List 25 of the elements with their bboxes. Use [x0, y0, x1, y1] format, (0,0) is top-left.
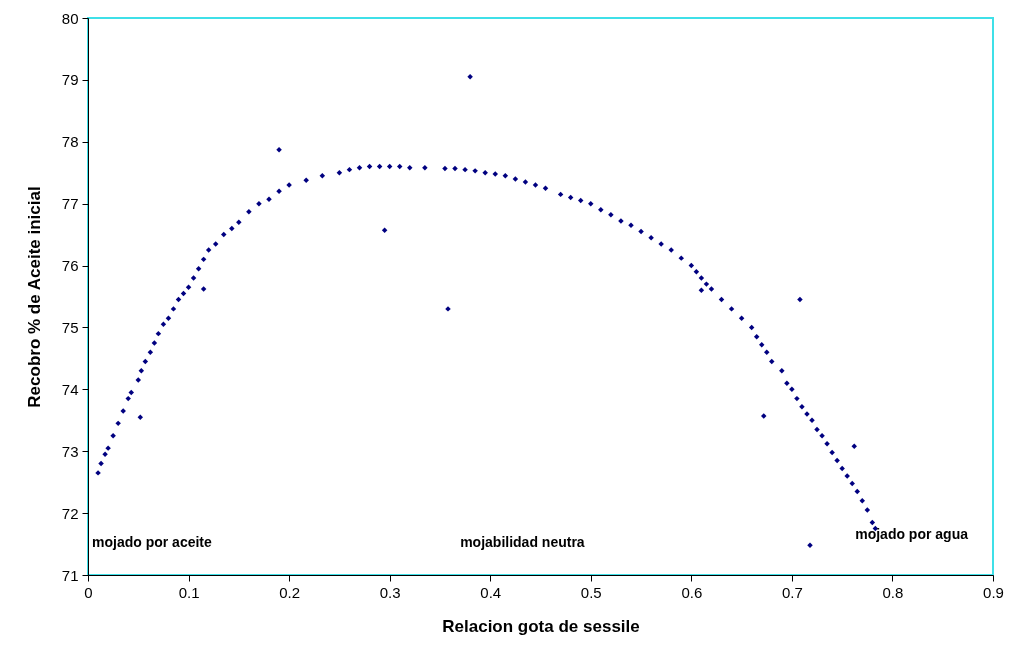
x-tick-label: 0.2 [279, 583, 301, 601]
y-axis-title: Recobro % de Aceite inicial [24, 186, 44, 408]
y-tick-label: 79 [61, 71, 79, 89]
annotation: mojado por aceite [92, 534, 213, 550]
y-tick-label: 80 [61, 9, 79, 27]
annotation: mojado por agua [855, 526, 969, 542]
y-tick-label: 77 [61, 195, 79, 213]
y-tick-label: 73 [61, 442, 79, 460]
y-tick-label: 74 [61, 380, 79, 398]
x-tick-label: 0.5 [580, 583, 602, 601]
x-tick-label: 0.6 [681, 583, 703, 601]
x-tick-label: 0.8 [882, 583, 904, 601]
y-tick-label: 76 [61, 257, 79, 275]
y-tick-label: 75 [61, 318, 79, 336]
x-tick-label: 0 [84, 583, 93, 601]
x-tick-label: 0.7 [781, 583, 803, 601]
x-tick-label: 0.9 [983, 583, 1004, 601]
y-tick-label: 78 [61, 133, 79, 151]
x-tick-label: 0.4 [480, 583, 502, 601]
x-tick-label: 0.3 [379, 583, 401, 601]
annotation: mojabilidad neutra [460, 534, 585, 550]
y-tick-label: 71 [61, 566, 79, 584]
x-tick-label: 0.1 [178, 583, 200, 601]
y-tick-label: 72 [61, 504, 79, 522]
x-axis-title: Relacion gota de sessile [442, 616, 640, 636]
